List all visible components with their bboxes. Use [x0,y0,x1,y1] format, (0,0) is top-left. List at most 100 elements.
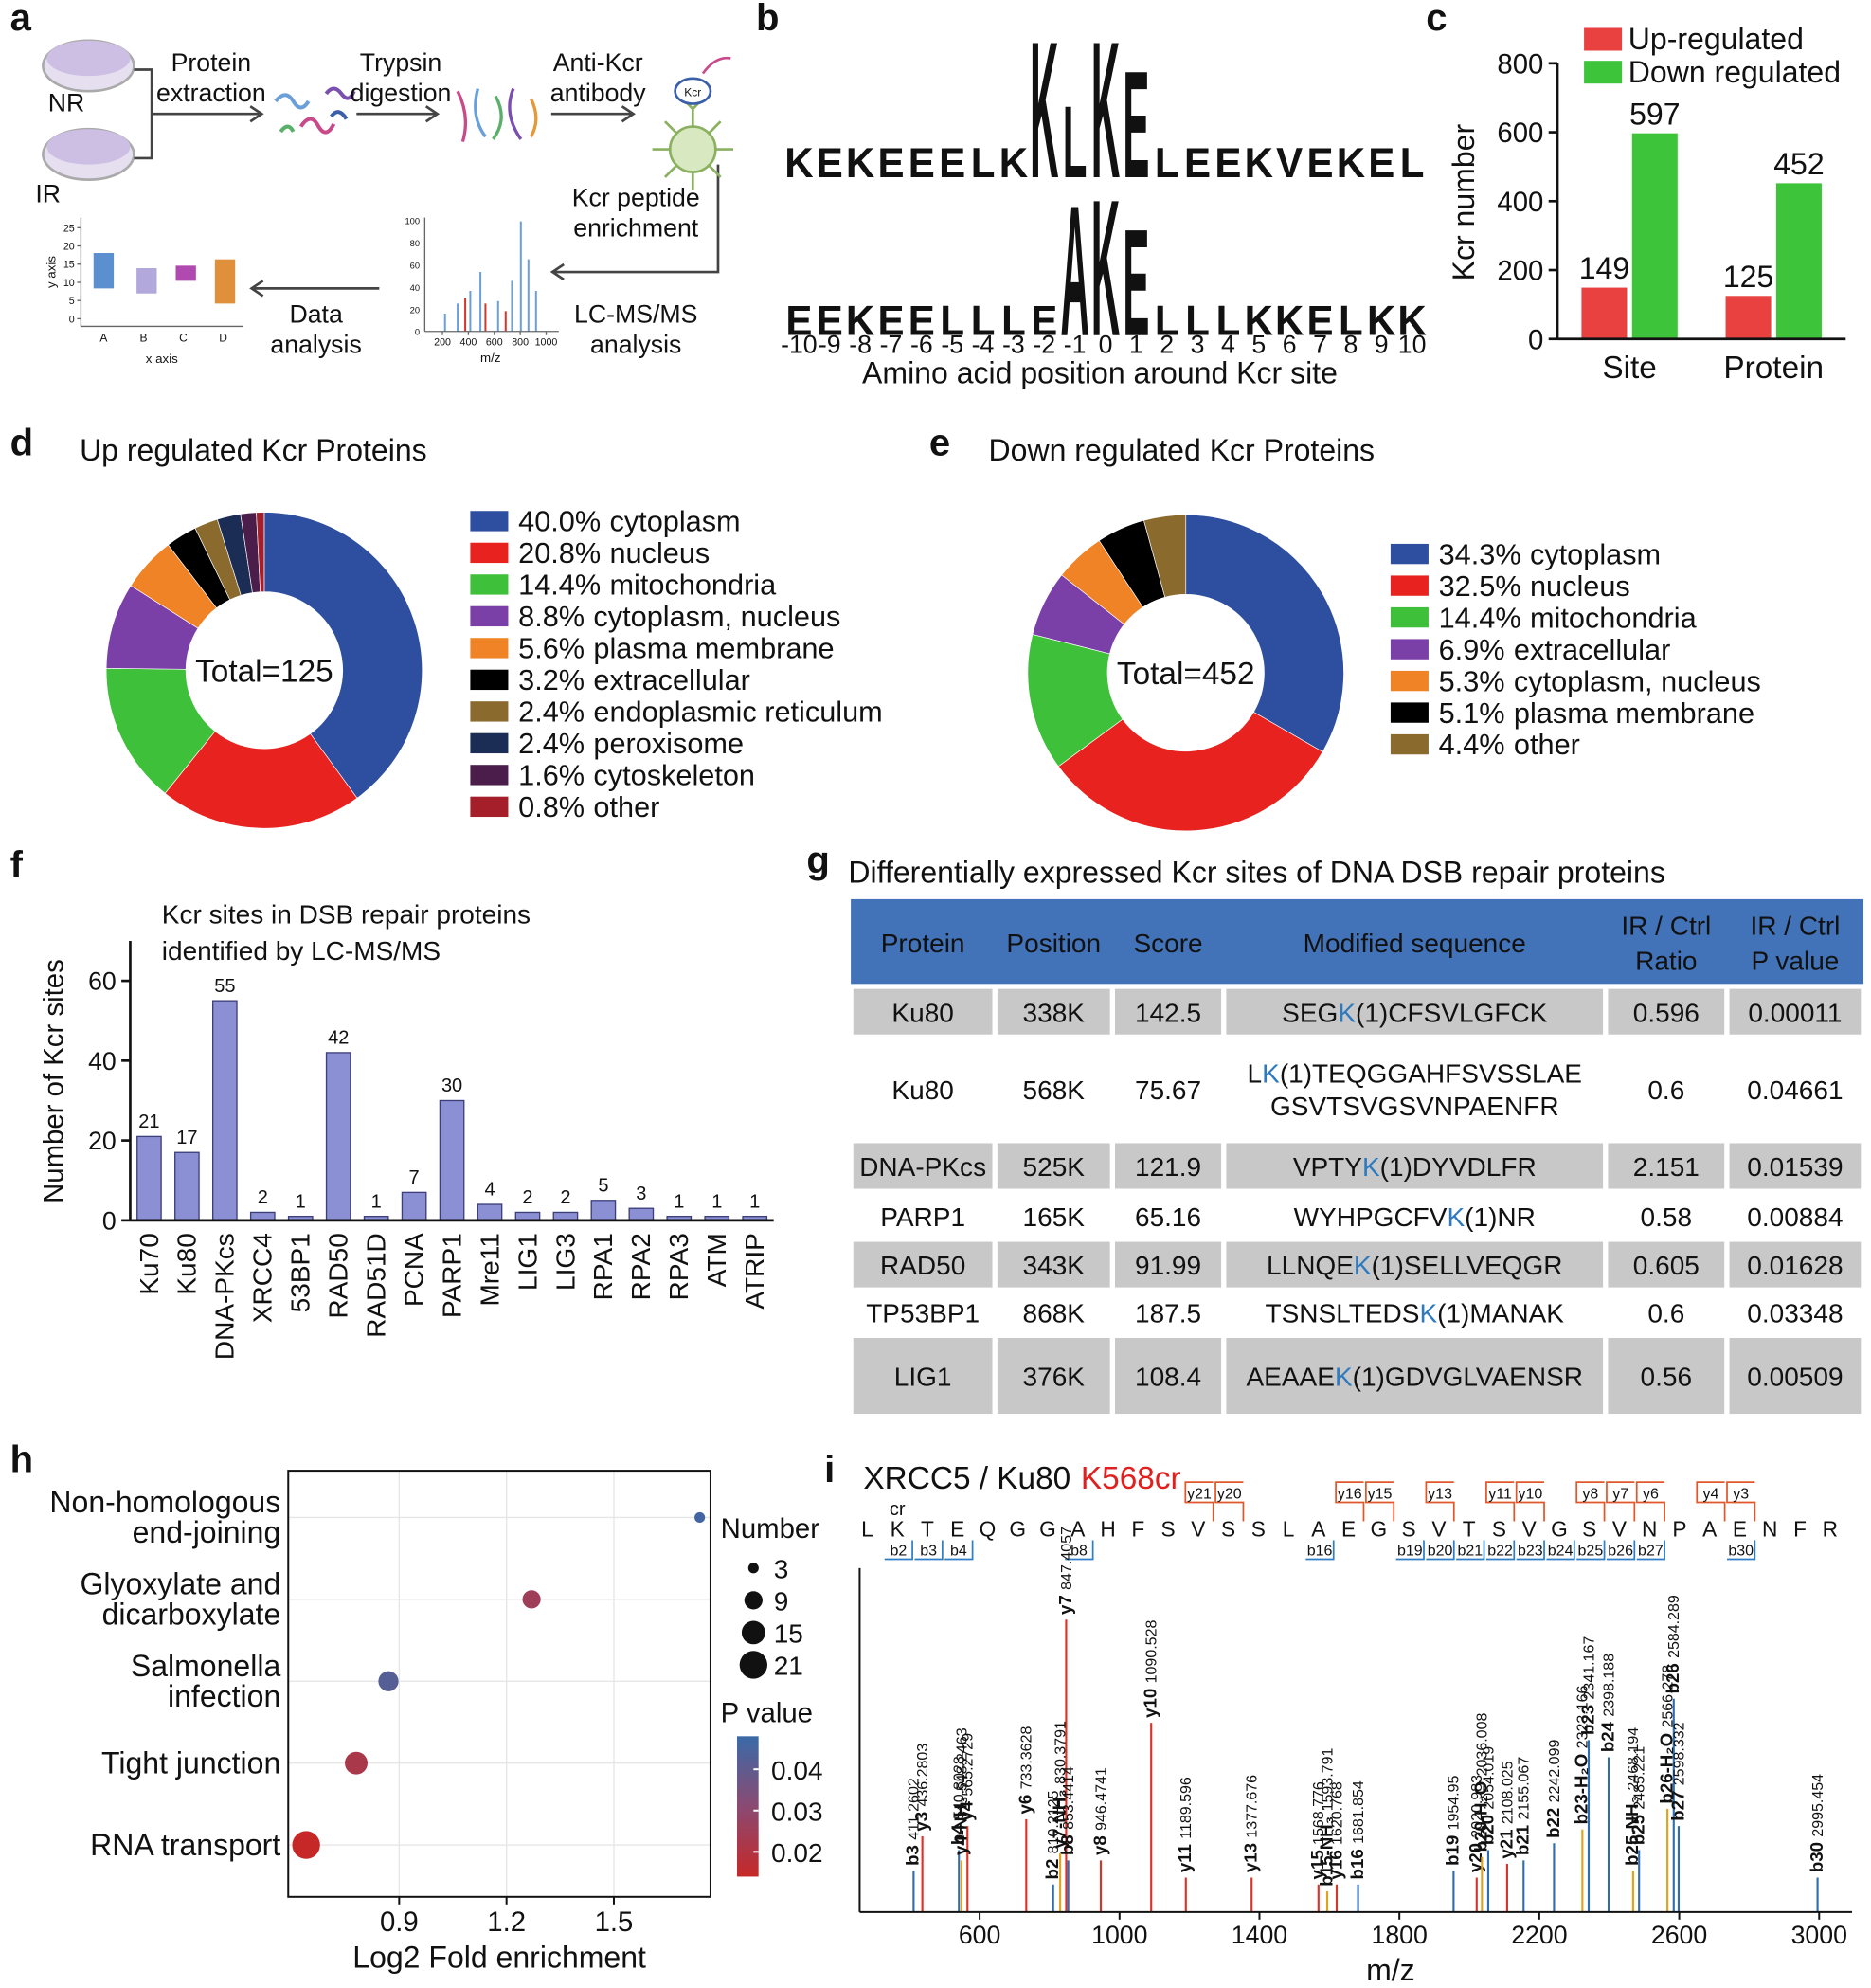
donut-slice [105,667,216,794]
logo-letter: K [1397,298,1426,345]
peak-ion: b27 [1667,1791,1687,1821]
x-tick-label: Site [1602,351,1656,386]
peak-mz: 2485.221 [1632,1746,1648,1810]
peak-ion: y7 [1055,1595,1075,1615]
header-cell: Score [1133,929,1202,958]
legend-label: Down regulated [1628,55,1841,89]
bar [174,1151,200,1221]
table-cell: 338K [1023,998,1086,1027]
y-ion-bracket [1726,1481,1756,1522]
b-ion-bracket [1395,1540,1425,1561]
x-tick-label: RPA1 [588,1233,618,1300]
residue: K [891,1516,905,1541]
peptide [474,88,487,138]
modified-site: K [1447,1202,1465,1232]
y-tick-label: 0 [102,1206,117,1235]
peak-mz: 2242.099 [1547,1740,1563,1803]
icon-ylabel: y axis [45,256,59,288]
peak-ion: b25 [1628,1815,1648,1845]
bar [401,1191,427,1221]
x-tick-label: Protein [1723,351,1824,386]
step-label: analysis [590,330,681,358]
table-header-bg [851,898,1863,985]
residue: G [1551,1516,1568,1541]
position-label: 8 [1343,330,1358,358]
residue: F [1131,1516,1144,1541]
b-ion-label: b2 [891,1544,908,1560]
b-ion-label: b4 [950,1544,967,1560]
peak-label: y21 2108.025 [1496,1761,1516,1858]
y-tick-label: infection [168,1679,280,1713]
table-cell: 0.04661 [1747,1075,1843,1105]
legend-label: 8.8% cytoplasm, nucleus [518,600,840,633]
peak-label: y7-NH₃ 830.3791 [1049,1721,1069,1849]
x-tick-label: 1000 [1091,1921,1147,1949]
peak-ion: b16 [1347,1849,1367,1879]
x-tick-label: 1.5 [595,1907,634,1938]
logo-letter: E [785,298,812,345]
legend-value: 32.5% [1439,569,1521,603]
bar [136,1135,162,1221]
peak-label: b4 540.8028 [948,1756,968,1845]
x-tick-label: 0.9 [380,1907,419,1938]
sequence-cell: SEGK(1)CFSVLGFCK [1282,998,1548,1027]
x-axis-label: m/z [1366,1953,1415,1987]
table-cell: 0.6 [1647,1075,1684,1105]
peak-ion: y4 [957,1800,977,1820]
sequence-cell: AEAAEK(1)GDVGLVAENSR [1247,1363,1584,1392]
title-highlight: K568cr [1081,1461,1181,1496]
value-label: 4 [484,1180,495,1201]
peak-ion: y16 [1325,1850,1345,1879]
b-ion-label: b23 [1518,1544,1543,1560]
peak-ion: y3 [911,1812,931,1832]
bubble [345,1751,369,1775]
table-cell: 0.03348 [1747,1298,1843,1328]
legend-value: 1.6% [518,759,585,792]
logo-letter: K [1245,140,1273,187]
step-label: Kcr peptide [572,184,700,212]
peak-mz: 2108.025 [1500,1761,1516,1824]
value-label: 21 [138,1111,159,1132]
table-cell: 0.58 [1641,1202,1693,1232]
sequence-part: (1)SELLVEQGR [1372,1251,1563,1280]
workflow-graphics [42,39,733,332]
cell-bg [1114,1143,1222,1189]
sequence-line2: GSVTSVGSVNPAENFR [1270,1092,1559,1121]
icon-category: C [179,331,188,344]
peak-ion: b23-H₂O [1572,1754,1592,1825]
peak-label: y15 1568.776 [1307,1781,1327,1879]
residue: N [1762,1516,1777,1541]
table-cell: DNA-PKcs [859,1152,986,1182]
icon-xlabel: x axis [146,352,178,366]
legend-label: 2.4% peroxisome [518,727,744,760]
cell-bg [1114,1337,1222,1415]
peak-label: b19 1954.95 [1443,1775,1463,1865]
peak-ion: b8 [1057,1834,1077,1855]
value-label: 2 [522,1187,532,1208]
legend-label: 5.6% plasma membrane [518,632,834,665]
sequence-part: WYHPGCFV [1294,1202,1448,1232]
peak-label: b21 2155.067 [1513,1757,1533,1855]
y-ion-bracket [1335,1481,1365,1522]
b-ion-bracket [1546,1540,1575,1561]
bar [1775,183,1822,339]
peak-ion: b21 [1513,1825,1533,1855]
logo-letter: K [1091,160,1120,377]
b-ion-label: b8 [1070,1544,1088,1560]
peak-ion: b24 [1597,1721,1617,1752]
modification-label: cr [890,1499,906,1520]
sequence-part: TSNSLTEDS [1266,1298,1420,1328]
logo-letter: L [1063,86,1088,200]
legend-category: other [593,790,659,823]
residue: A [1070,1516,1086,1541]
logo-letter: K [1091,3,1120,220]
legend-bubble [739,1651,768,1679]
icon-peaks [443,221,537,332]
x-tick-label: 1.2 [487,1907,526,1938]
position-label: 9 [1375,330,1389,358]
b-ion-bracket [1636,1540,1665,1561]
x-axis-label: Log2 Fold enrichment [352,1941,646,1975]
table-cell: PARP1 [880,1202,965,1232]
icon-box [136,268,157,294]
icon-tick-label: 40 [410,283,420,293]
